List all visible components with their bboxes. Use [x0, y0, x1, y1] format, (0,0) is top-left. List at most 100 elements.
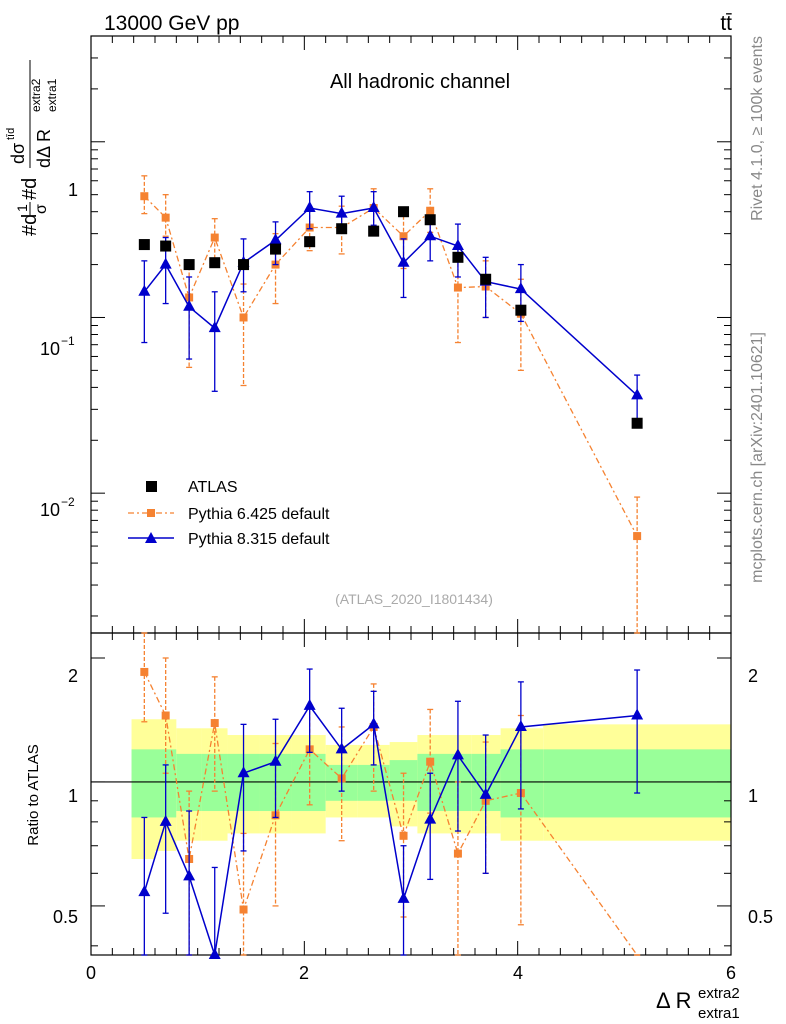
atlas-point [452, 251, 464, 263]
top-y-axis-label: #d 1 σ #d dσ tīd dΔ R extra1 extra2 [5, 60, 59, 236]
py8-point [514, 282, 527, 294]
ratio-py8-point [303, 698, 316, 710]
ratio-py8-point [631, 708, 644, 720]
py8-point [451, 239, 464, 251]
ratio-y-tick-labels: 2 1 0.5 2 1 0.5 [53, 666, 773, 927]
y-label-d2: #d [19, 178, 41, 200]
y-label-d1: #d [19, 214, 41, 236]
atlas-point [515, 304, 527, 316]
atlas-point [631, 417, 643, 429]
ratio-py8-point [269, 754, 282, 766]
ratio-py6-point [426, 757, 435, 766]
tick-label-001: 10 [40, 500, 60, 520]
ratio-py6-point [210, 719, 219, 728]
y-label-extra1: extra1 [45, 78, 59, 112]
y-label-sigma: σ [33, 204, 50, 214]
ratio-py8-point [208, 948, 221, 959]
watermark: (ATLAS_2020_I1801434) [335, 591, 493, 607]
ratio-py6-point [399, 831, 408, 840]
py8-point [208, 321, 221, 333]
ratio-py8-point [183, 869, 196, 881]
tick-label-1: 1 [68, 180, 78, 200]
py8-point [397, 255, 410, 267]
ratio-py8-point [424, 812, 437, 824]
tick-label-01-exp: −1 [61, 334, 75, 348]
py8-point [159, 257, 172, 269]
atlas-point [270, 243, 282, 255]
x-tick-0: 0 [86, 963, 96, 983]
py6-point [140, 192, 149, 201]
x-label-sup: extra2 [698, 985, 740, 1002]
x-label-sub: extra1 [698, 1005, 740, 1022]
py8-point [183, 299, 196, 311]
py6-point [210, 233, 219, 242]
ratio-py6-point [161, 711, 170, 720]
atlas-point [398, 206, 410, 218]
ratio-py8-point [237, 766, 250, 778]
x-tick-4: 4 [513, 963, 523, 983]
ratio-py8-point [479, 787, 492, 799]
ratio-py8-point [451, 748, 464, 760]
py6-point [453, 283, 462, 292]
atlas-point [304, 236, 316, 248]
ratio-tick-1-right: 1 [748, 786, 758, 806]
y-label-dsigma: dσ [8, 143, 28, 164]
atlas-point [424, 214, 436, 226]
legend-py6: Pythia 6.425 default [188, 506, 330, 523]
legend-py8: Pythia 8.315 default [188, 531, 330, 548]
py8-point [335, 206, 348, 218]
ratio-py6-point [239, 905, 248, 914]
atlas-point [238, 259, 250, 271]
x-label-main: Δ R [656, 988, 691, 1013]
rivet-label: Rivet 4.1.0, ≥ 100k events [749, 36, 766, 221]
ratio-py8-point [397, 891, 410, 903]
legend-marker-atlas [146, 481, 157, 492]
atlas-point [368, 225, 380, 237]
py6-point [239, 313, 248, 322]
channel-title: All hadronic channel [330, 71, 510, 93]
py6-point [426, 206, 435, 215]
ratio-tick-05-right: 0.5 [748, 907, 773, 927]
ratio-py8-point [514, 719, 527, 731]
py8-point [138, 284, 151, 296]
y-label-extra2: extra2 [29, 78, 43, 112]
py8-point [303, 200, 316, 212]
tick-label-01: 10 [40, 339, 60, 359]
atlas-point [336, 223, 348, 235]
py8-point [367, 200, 380, 212]
ratio-y-axis-label: Ratio to ATLAS [25, 744, 42, 845]
py8-point [631, 388, 644, 400]
ratio-tick-2: 2 [68, 666, 78, 686]
y-label-num1: 1 [14, 204, 30, 212]
ratio-tick-1: 1 [68, 786, 78, 806]
atlas-point [160, 240, 172, 252]
py6-point [399, 232, 408, 241]
py8-point [269, 233, 282, 245]
legend-marker-py8 [145, 532, 157, 543]
ratio-tick-2-right: 2 [748, 666, 758, 686]
ratio-py6-point [453, 849, 462, 858]
top-y-tick-labels: 1 10 −1 10 −2 [40, 180, 78, 520]
legend: ATLAS Pythia 6.425 default Pythia 8.315 … [128, 479, 330, 548]
top-frame [90, 35, 732, 634]
legend-marker-py6 [147, 509, 155, 517]
atlas-point [209, 257, 221, 269]
x-tick-2: 2 [299, 963, 309, 983]
py6-point [161, 213, 170, 222]
y-label-dr: dΔ R [34, 129, 54, 168]
py8-point [424, 229, 437, 241]
ratio-py8-point [138, 885, 151, 897]
x-tick-6: 6 [726, 963, 736, 983]
ratio-py8-point [335, 742, 348, 754]
x-tick-labels: 0 2 4 6 [86, 963, 736, 983]
x-axis-label: Δ R extra2 extra1 [656, 985, 740, 1022]
ratio-py8-point [367, 717, 380, 729]
ratio-py8-point [159, 814, 172, 826]
py6-point [633, 532, 642, 541]
ratio-py6-point [140, 667, 149, 676]
atlas-point [480, 273, 492, 285]
tick-label-001-exp: −2 [61, 495, 75, 509]
ratio-tick-05: 0.5 [53, 907, 78, 927]
atlas-point [183, 259, 195, 271]
